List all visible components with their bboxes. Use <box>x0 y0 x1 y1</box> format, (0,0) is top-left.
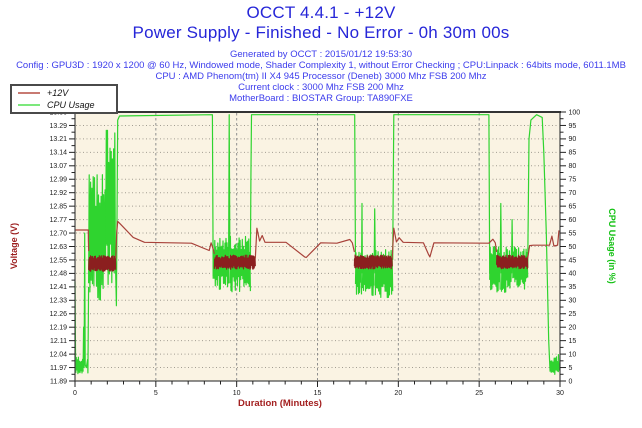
cpu-tick-label: 50 <box>569 244 577 251</box>
voltage-tick-label: 13.14 <box>49 150 67 157</box>
voltage-tick-label: 12.26 <box>49 311 67 318</box>
cpu-tick-label: 0 <box>569 378 573 385</box>
voltage-tick-label: 11.89 <box>50 378 67 385</box>
cpu-tick-label: 35 <box>569 284 577 291</box>
voltage-tick-label: 12.11 <box>50 338 67 345</box>
voltage-tick-label: 12.99 <box>49 177 67 184</box>
cpu-tick-label: 25 <box>569 311 577 318</box>
cpu-usage-trace-segment <box>105 129 116 285</box>
cpu-line: CPU : AMD Phenom(tm) II X4 945 Processor… <box>155 71 487 82</box>
vertical-gridlines <box>155 113 480 380</box>
voltage-tick-label: 12.41 <box>49 284 67 291</box>
cpu-tick-label: 40 <box>569 271 577 278</box>
duration-tick-label: 30 <box>556 390 564 397</box>
duration-tick-label: 20 <box>394 390 402 397</box>
voltage-trace-segment <box>75 229 90 252</box>
cpu-usage-trace-segment <box>549 356 559 375</box>
cpu-tick-label: 10 <box>569 351 577 358</box>
legend-item-cpu-usage: CPU Usage <box>12 99 116 111</box>
voltage-tick-label: 12.04 <box>49 351 67 358</box>
axis-ticks <box>69 111 566 387</box>
voltage-tick-label: 13.21 <box>49 136 67 143</box>
voltage-trace-segment <box>527 230 561 259</box>
cpu-usage-trace-segment <box>249 114 357 269</box>
page-subtitle: Power Supply - Finished - No Error - 0h … <box>132 23 510 42</box>
voltage-tick-label: 12.70 <box>49 230 67 237</box>
cpu-tick-label: 65 <box>569 203 577 210</box>
generated-line: Generated by OCCT : 2015/01/12 19:53:30 <box>229 49 413 60</box>
legend-label-cpu-usage: CPU Usage <box>47 100 95 110</box>
duration-tick-label: 5 <box>154 390 158 397</box>
duration-tick-label: 10 <box>233 390 241 397</box>
duration-tick-label: 25 <box>475 390 483 397</box>
voltage-trace-segment <box>353 254 393 270</box>
cpu-tick-label: 100 <box>569 109 581 116</box>
duration-tick-label: 0 <box>73 390 77 397</box>
page-title: OCCT 4.4.1 - +12V <box>246 3 396 22</box>
cpu-usage-trace-segment <box>114 114 214 307</box>
cpu-usage-trace-segment <box>360 202 363 274</box>
cpu-usage-trace-segment <box>499 202 503 274</box>
cpu-axis-title: CPU Usage (in %) <box>607 208 617 284</box>
cpu-usage-trace-segment <box>373 208 376 274</box>
voltage-tick-label: 13.29 <box>49 123 67 130</box>
cpu-usage-trace-segment <box>75 356 84 375</box>
voltage-trace-segment <box>391 227 498 259</box>
cpu-usage-trace-segment <box>392 114 491 274</box>
duration-axis-title: Duration (Minutes) <box>238 398 322 409</box>
motherboard-line: MotherBoard : BIOSTAR Group: TA890FXE <box>229 93 413 104</box>
cpu-tick-label: 55 <box>569 230 577 237</box>
cpu-tick-label: 20 <box>569 325 577 332</box>
cpu-tick-label: 45 <box>569 257 577 264</box>
voltage-tick-label: 12.19 <box>49 325 67 332</box>
voltage-tick-label: 12.77 <box>49 217 67 224</box>
voltage-trace <box>75 220 561 272</box>
voltage-trace-segment <box>213 254 256 270</box>
voltage-axis-title: Voltage (V) <box>9 222 19 270</box>
axis-tick-labels: 13.3610013.299513.219013.148513.078012.9… <box>49 109 580 397</box>
config-line: Config : GPU3D : 1920 x 1200 @ 60 Hz, Wi… <box>16 60 626 71</box>
voltage-tick-label: 12.63 <box>49 244 67 251</box>
cpu-usage-trace-segment <box>88 174 107 301</box>
chart-legend: +12V CPU Usage <box>10 84 118 114</box>
cpu-usage-trace-segment <box>354 251 363 295</box>
cpu-usage-line-swatch <box>18 104 40 106</box>
voltage-tick-label: 12.55 <box>49 257 67 264</box>
cpu-usage-trace-segment <box>212 237 230 290</box>
voltage-trace-segment <box>115 220 215 259</box>
legend-item-12v: +12V <box>12 87 116 99</box>
cpu-tick-label: 80 <box>569 163 577 170</box>
cpu-usage-trace-segment <box>228 114 231 260</box>
cpu-usage-trace-segment <box>527 114 551 371</box>
voltage-tick-label: 13.07 <box>49 163 67 170</box>
clock-line: Current clock : 3000 Mhz FSB 200 Mhz <box>238 82 404 93</box>
cpu-tick-label: 5 <box>569 365 573 372</box>
cpu-tick-label: 70 <box>569 190 577 197</box>
voltage-tick-label: 12.85 <box>49 203 67 210</box>
cpu-tick-label: 95 <box>569 123 577 130</box>
voltage-trace-segment <box>496 254 529 270</box>
voltage-tick-label: 11.97 <box>50 365 67 372</box>
voltage-trace-segment <box>254 227 355 259</box>
legend-label-12v: +12V <box>47 88 69 98</box>
voltage-line-swatch <box>18 92 40 94</box>
cpu-tick-label: 15 <box>569 338 577 345</box>
duration-tick-label: 15 <box>314 390 322 397</box>
cpu-tick-label: 90 <box>569 136 577 143</box>
cpu-tick-label: 60 <box>569 217 577 224</box>
voltage-tick-label: 12.48 <box>49 271 67 278</box>
voltage-tick-label: 12.92 <box>49 190 67 197</box>
voltage-tick-label: 12.33 <box>49 298 67 305</box>
cpu-tick-label: 85 <box>569 150 577 157</box>
voltage-trace-segment <box>88 255 117 272</box>
cpu-tick-label: 75 <box>569 177 577 184</box>
cpu-tick-label: 30 <box>569 298 577 305</box>
cpu-usage-trace-segment <box>82 232 90 374</box>
